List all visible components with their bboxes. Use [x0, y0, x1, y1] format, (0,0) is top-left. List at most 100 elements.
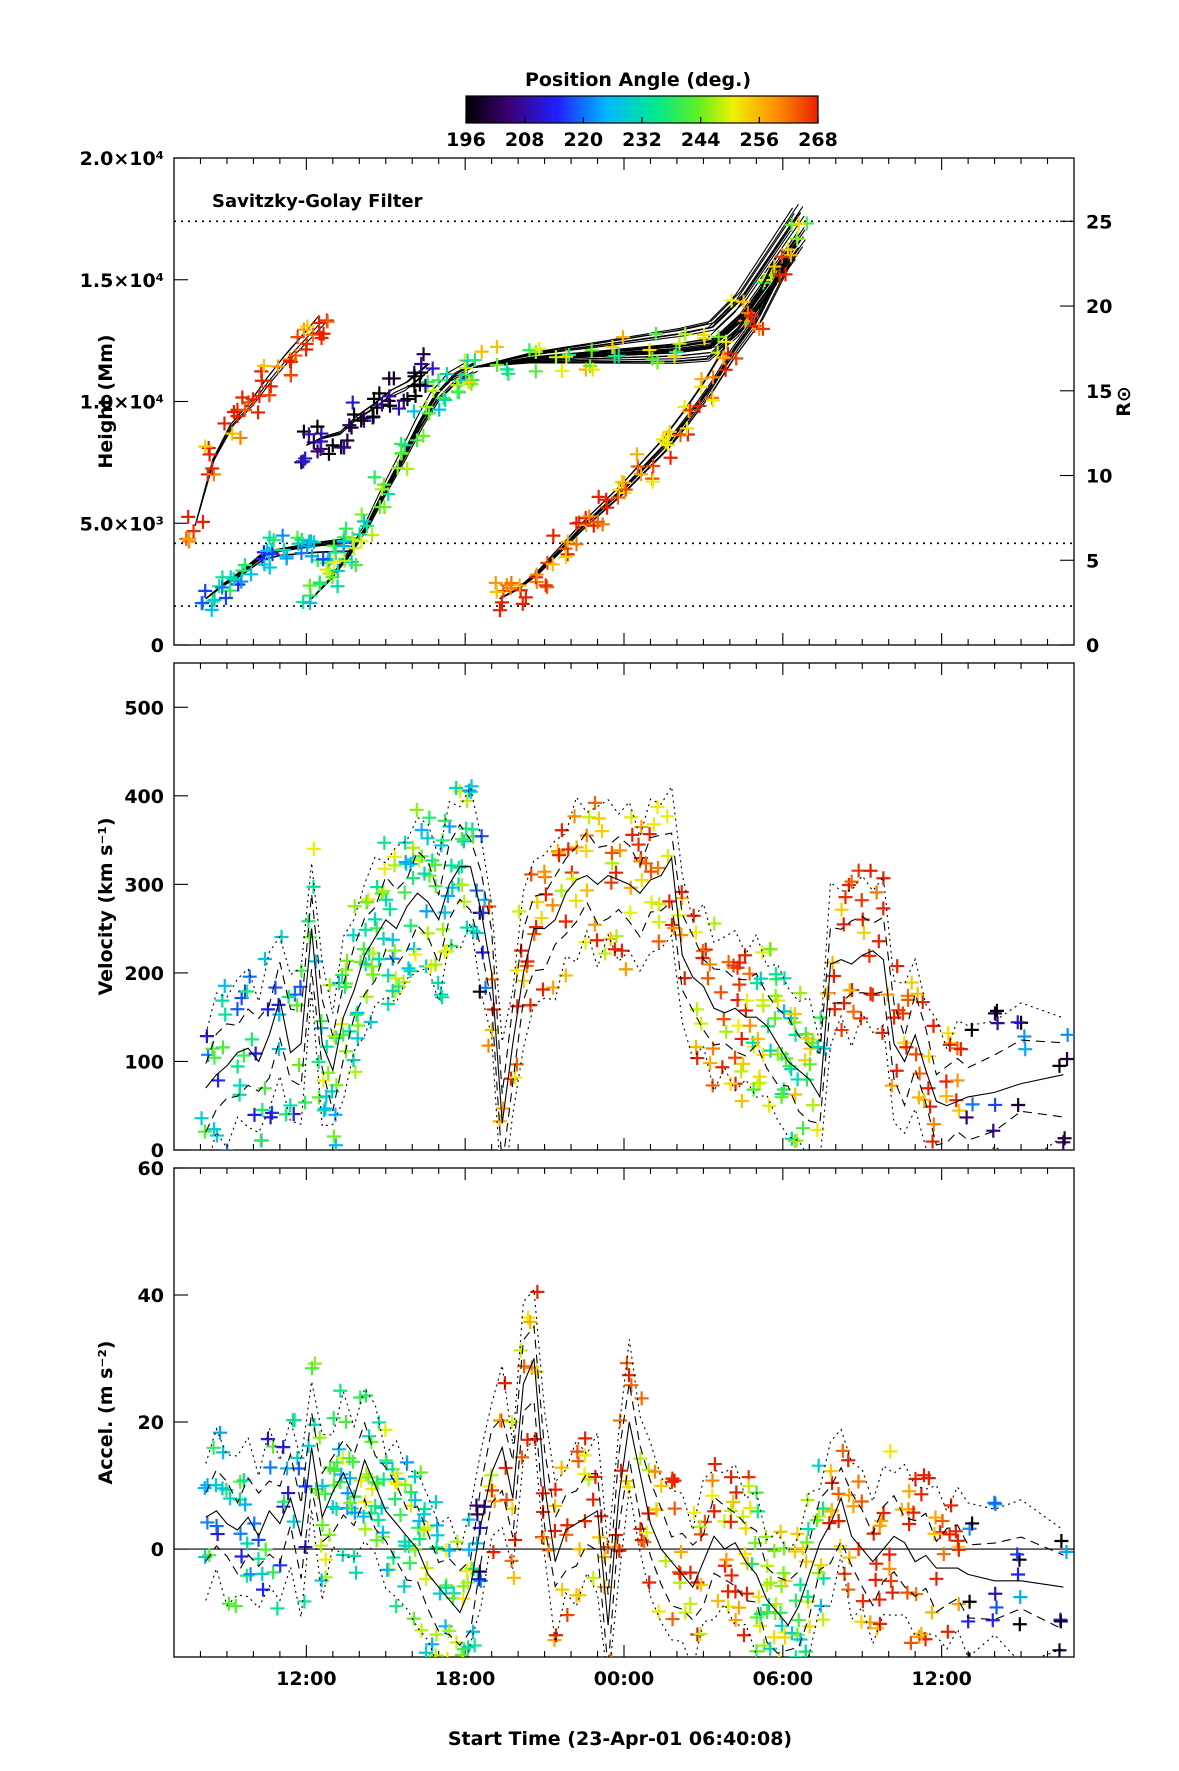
data-point — [802, 1057, 817, 1072]
data-point — [403, 964, 418, 979]
data-point — [583, 359, 598, 374]
data-point — [813, 1598, 828, 1613]
data-point — [942, 1527, 957, 1542]
data-point — [716, 1012, 731, 1027]
data-point — [215, 580, 230, 595]
data-point — [660, 809, 675, 824]
data-point — [417, 866, 432, 881]
data-point — [1011, 1097, 1026, 1112]
data-point — [523, 998, 538, 1013]
data-point — [718, 1558, 733, 1573]
velocity-points — [194, 779, 1074, 1178]
envelope-dashed — [205, 898, 1064, 1150]
data-point — [759, 1529, 774, 1544]
data-point — [216, 1445, 231, 1460]
data-point — [298, 451, 313, 466]
data-point — [435, 833, 450, 848]
data-point — [288, 348, 303, 363]
data-point — [371, 1512, 386, 1527]
data-point — [338, 962, 353, 977]
data-point — [834, 1023, 849, 1038]
data-point — [364, 959, 379, 974]
x-tick-label: 12:00 — [911, 1668, 971, 1690]
data-point — [801, 1522, 816, 1537]
data-point — [207, 1122, 222, 1137]
data-point — [509, 1057, 524, 1072]
data-point — [408, 389, 423, 404]
data-point — [760, 1558, 775, 1573]
data-point — [517, 1359, 532, 1374]
data-point — [287, 987, 302, 1002]
data-point — [266, 533, 281, 548]
data-point — [651, 1604, 666, 1619]
data-point — [503, 581, 518, 596]
y2-tick-label: 0 — [1086, 635, 1099, 657]
data-point — [926, 1117, 941, 1132]
data-point — [385, 951, 400, 966]
data-point — [430, 1528, 445, 1543]
data-point — [412, 1532, 427, 1547]
data-point — [318, 1101, 333, 1116]
data-point — [824, 1504, 839, 1519]
data-point — [312, 575, 327, 590]
data-point — [962, 1594, 977, 1609]
data-point — [651, 860, 666, 875]
data-point — [512, 578, 527, 593]
data-point — [317, 1103, 332, 1118]
envelope-dashed — [205, 823, 1064, 1094]
data-point — [586, 1492, 601, 1507]
data-point — [650, 800, 665, 815]
colorbar-tick-label: 268 — [798, 129, 838, 151]
data-point — [233, 1078, 248, 1093]
data-point — [200, 1163, 214, 1177]
data-point — [508, 1070, 523, 1085]
data-point — [565, 871, 580, 886]
data-point — [484, 1022, 499, 1037]
data-point — [276, 1440, 291, 1455]
data-point — [406, 871, 421, 886]
data-point — [238, 1497, 253, 1512]
data-point — [763, 1575, 778, 1590]
data-point — [677, 971, 692, 986]
x-tick-label: 06:00 — [753, 1668, 813, 1690]
y-axis-label-acceleration: Accel. (m s⁻²) — [95, 1341, 117, 1485]
data-point — [926, 1018, 941, 1033]
data-point — [846, 1499, 861, 1514]
data-point — [237, 558, 252, 573]
y2-tick-label: 5 — [1086, 550, 1099, 572]
data-point — [841, 1453, 856, 1468]
data-point — [617, 475, 632, 490]
data-point — [459, 920, 474, 935]
data-point — [728, 1584, 743, 1599]
data-point — [303, 595, 318, 610]
data-point — [912, 1066, 927, 1081]
data-point — [260, 1002, 275, 1017]
data-point — [680, 421, 695, 436]
data-point — [215, 1481, 230, 1496]
data-point — [390, 461, 405, 476]
data-point — [732, 955, 747, 970]
data-point — [344, 420, 359, 435]
data-point — [822, 1516, 837, 1531]
track-line — [472, 203, 799, 368]
data-point — [885, 1585, 900, 1600]
data-point — [777, 1630, 792, 1645]
data-point — [361, 892, 376, 907]
data-point — [986, 1123, 1001, 1138]
data-point — [382, 902, 397, 917]
data-point — [428, 879, 443, 894]
data-point — [595, 824, 610, 839]
data-point — [734, 1031, 749, 1046]
data-point — [419, 904, 434, 919]
data-point — [569, 537, 584, 552]
data-point — [530, 1284, 545, 1299]
data-point — [732, 977, 747, 992]
data-point — [578, 1431, 593, 1446]
mean-curve — [205, 856, 1064, 1124]
data-point — [928, 1510, 943, 1525]
data-point — [607, 349, 622, 364]
data-point — [931, 1164, 945, 1178]
data-point — [206, 467, 221, 482]
y-tick-label: 400 — [124, 786, 164, 808]
data-point — [799, 1554, 814, 1569]
